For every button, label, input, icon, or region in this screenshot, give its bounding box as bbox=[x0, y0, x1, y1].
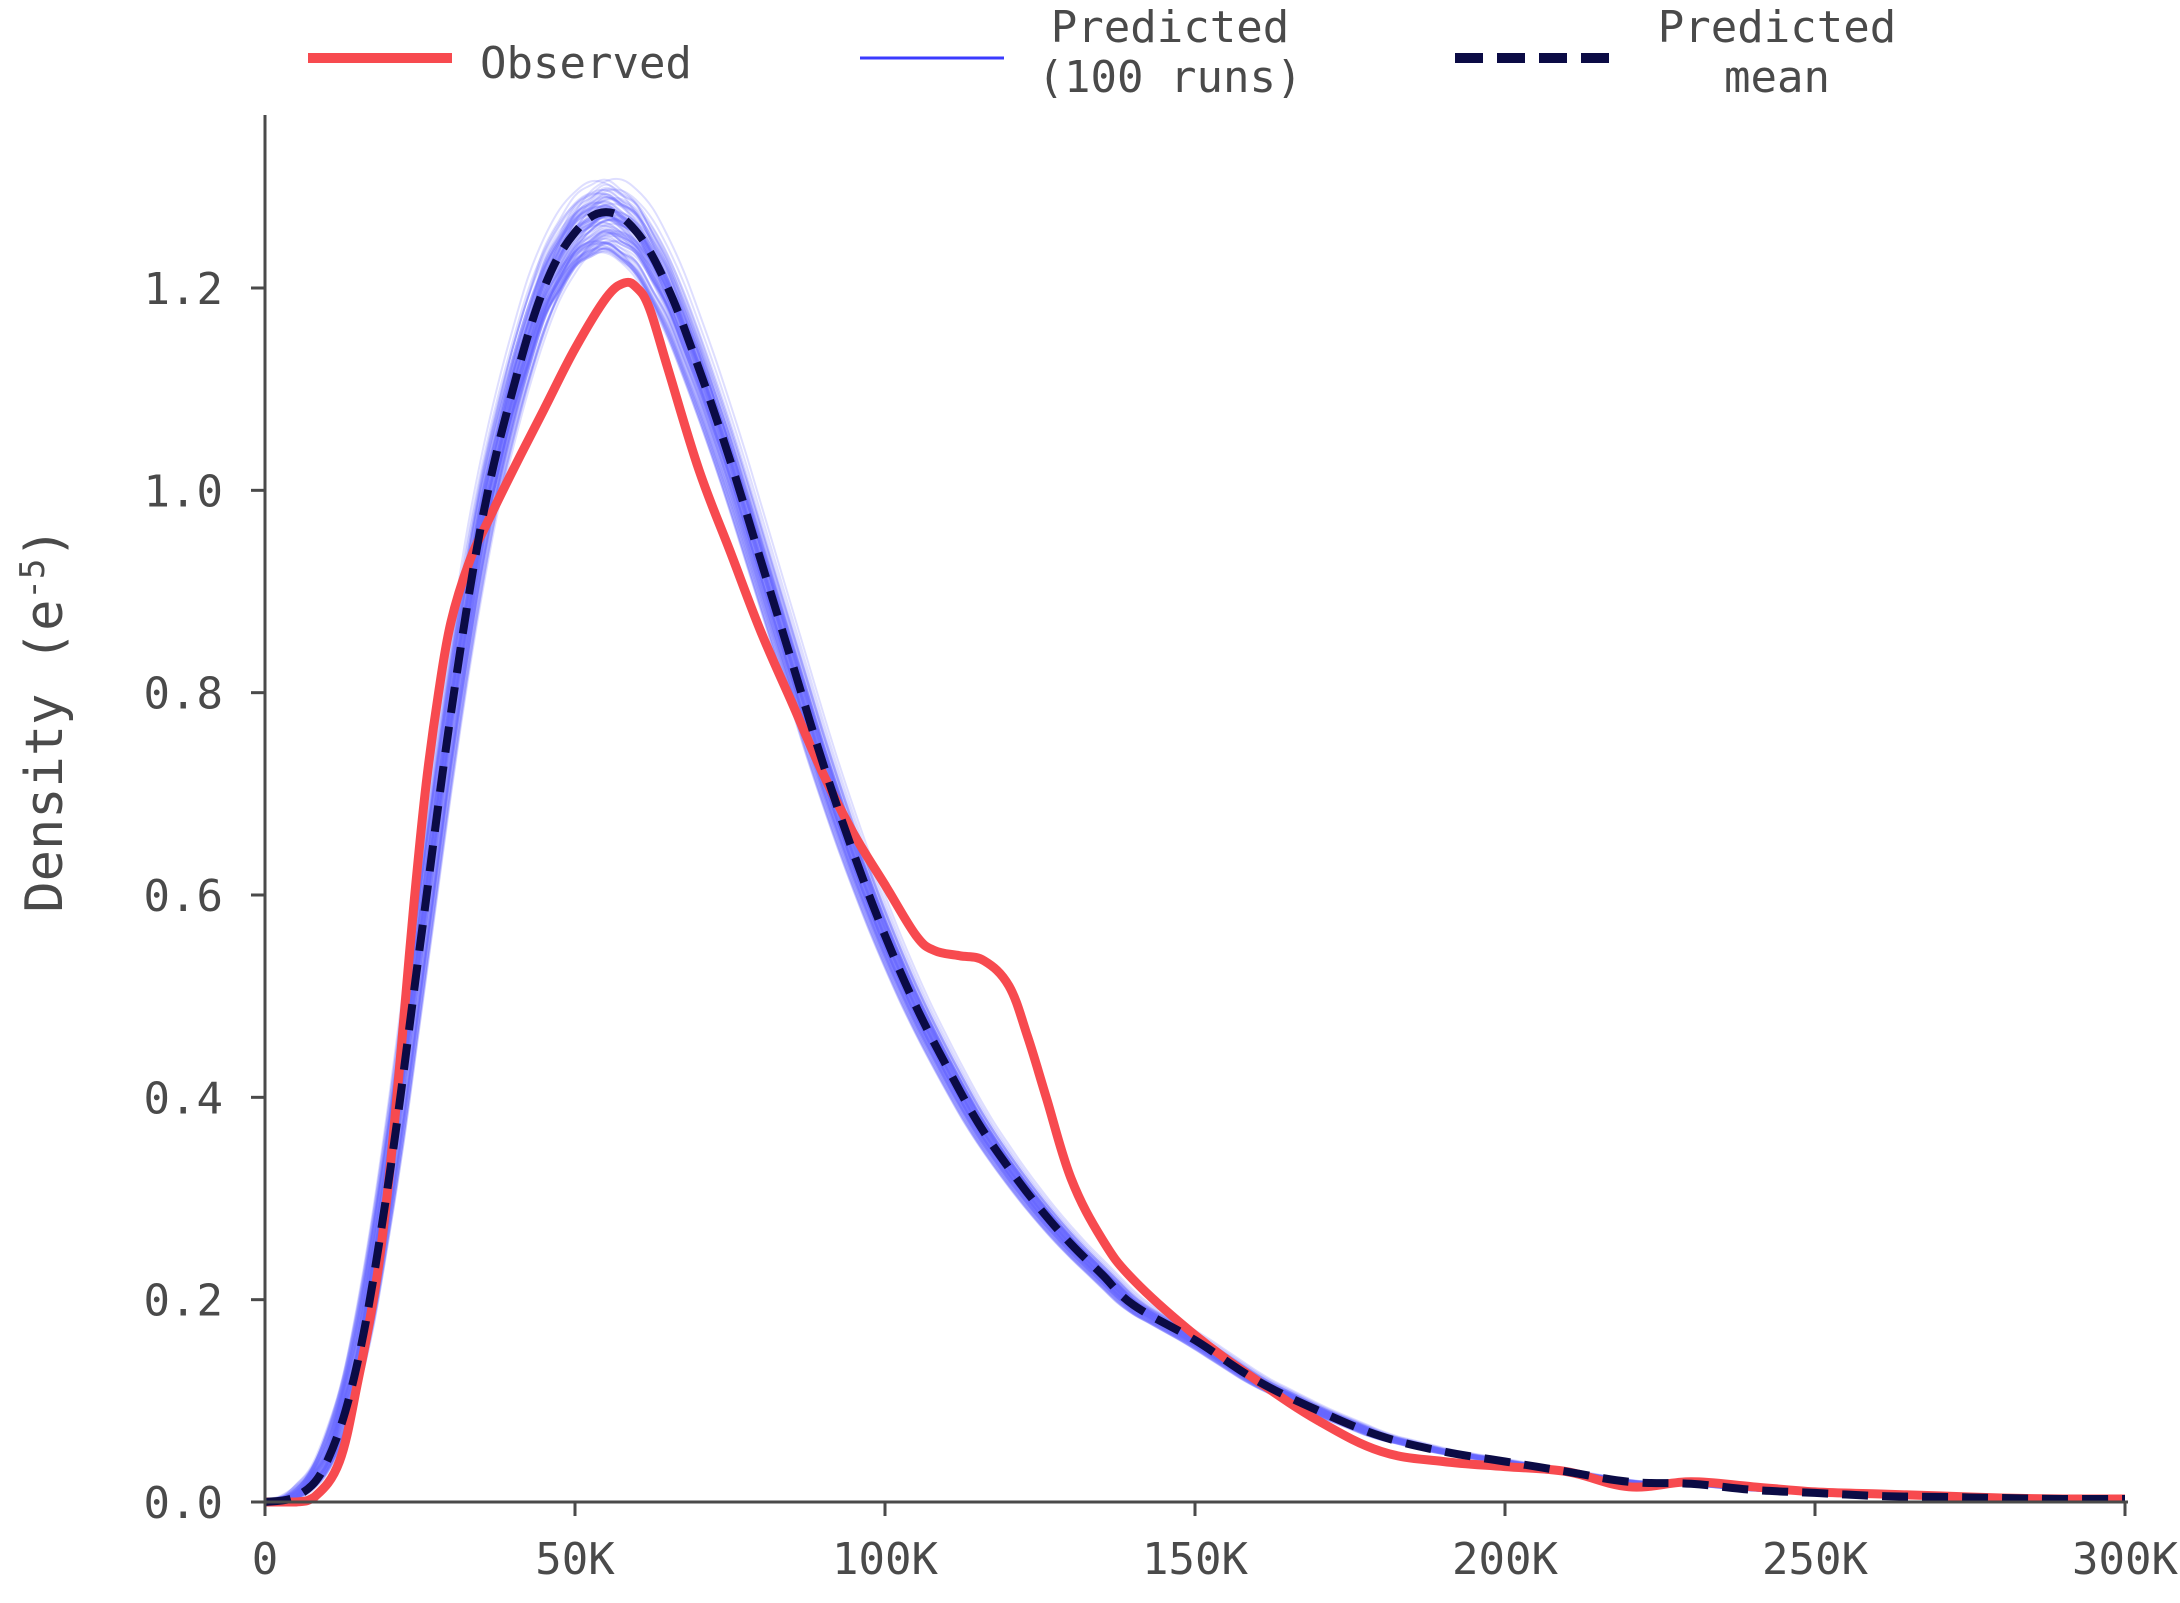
y-tick-label: 0.6 bbox=[144, 871, 223, 922]
predicted-run-line bbox=[264, 232, 2125, 1503]
predicted-run-line bbox=[264, 239, 2125, 1503]
y-tick-label: 1.2 bbox=[144, 264, 223, 315]
predicted-run-line bbox=[264, 187, 2125, 1503]
predicted-run-line bbox=[264, 201, 2125, 1503]
predicted-run-line bbox=[264, 250, 2125, 1503]
predicted-run-line bbox=[264, 188, 2125, 1503]
predicted-run-line bbox=[264, 241, 2125, 1502]
x-tick-label: 50K bbox=[535, 1534, 615, 1585]
y-tick-label: 1.0 bbox=[144, 466, 223, 517]
predicted-run-line bbox=[264, 247, 2125, 1503]
predicted-run-line bbox=[264, 245, 2125, 1502]
x-tick-label: 100K bbox=[832, 1534, 938, 1585]
predicted-run-line bbox=[264, 242, 2125, 1503]
predicted-run-line bbox=[264, 240, 2125, 1503]
legend-label: Predicted bbox=[1658, 2, 1896, 53]
predicted-run-line bbox=[264, 232, 2125, 1503]
predicted-run-line bbox=[264, 188, 2125, 1503]
predicted-run-line bbox=[264, 195, 2125, 1503]
observed-line bbox=[265, 277, 2126, 1507]
predicted-run-line bbox=[264, 229, 2125, 1503]
legend-label: Predicted bbox=[1051, 2, 1289, 53]
y-axis-label-sup: -5 bbox=[13, 559, 53, 600]
predicted-run-line bbox=[264, 249, 2125, 1503]
predicted-run-line bbox=[264, 192, 2125, 1502]
predicted-run-line bbox=[264, 186, 2125, 1503]
predicted-run-line bbox=[264, 201, 2125, 1502]
predicted-run-line bbox=[264, 248, 2125, 1503]
legend-label: Observed bbox=[480, 38, 692, 89]
predicted-run-line bbox=[264, 228, 2125, 1503]
predicted-run-line bbox=[264, 196, 2125, 1503]
predicted-run-line bbox=[264, 234, 2125, 1503]
legend-item: Predicted(100 runs) bbox=[860, 2, 1302, 103]
legend-label: mean bbox=[1724, 52, 1830, 103]
x-tick-label: 300K bbox=[2072, 1534, 2178, 1585]
x-tick-label: 0 bbox=[252, 1534, 279, 1585]
predicted-run-line bbox=[264, 195, 2125, 1503]
predicted-run-line bbox=[264, 241, 2125, 1502]
predicted-run-line bbox=[264, 247, 2125, 1503]
x-tick-label: 200K bbox=[1452, 1534, 1558, 1585]
predicted-run-line bbox=[264, 183, 2125, 1502]
predicted-run-line bbox=[264, 251, 2125, 1502]
predicted-run-line bbox=[264, 240, 2125, 1501]
y-axis-label-close: ) bbox=[15, 527, 75, 558]
x-tick-label: 250K bbox=[1762, 1534, 1868, 1585]
predicted-run-line bbox=[264, 230, 2125, 1503]
legend-label: (100 runs) bbox=[1038, 52, 1303, 103]
x-tick-label: 150K bbox=[1142, 1534, 1248, 1585]
predicted-run-line bbox=[264, 242, 2125, 1501]
predicted-run-line bbox=[264, 178, 2125, 1501]
y-tick-label: 0.2 bbox=[144, 1276, 223, 1327]
predicted-run-line bbox=[264, 230, 2125, 1503]
predicted-run-line bbox=[264, 231, 2125, 1502]
series-layer bbox=[264, 208, 2126, 1507]
predicted-run-line bbox=[264, 247, 2125, 1503]
axes-layer bbox=[263, 115, 2128, 1504]
predicted-run-line bbox=[264, 231, 2125, 1503]
predicted-mean-line bbox=[264, 208, 2126, 1506]
legend-item: Observed bbox=[308, 38, 692, 89]
y-axis-label-main: Density (e bbox=[15, 600, 75, 913]
predicted-run-line bbox=[264, 237, 2125, 1503]
predicted-run-line bbox=[264, 200, 2125, 1502]
predicted-run-line bbox=[265, 230, 2125, 1503]
y-tick-label: 0.4 bbox=[144, 1073, 223, 1124]
predicted-run-line bbox=[264, 195, 2125, 1503]
predicted-run-line bbox=[264, 188, 2125, 1503]
predicted-run-line bbox=[264, 228, 2125, 1503]
predicted-run-line bbox=[264, 198, 2125, 1503]
predicted-run-line bbox=[265, 177, 2125, 1503]
predicted-run-line bbox=[264, 196, 2125, 1503]
y-ticks: 0.0 0.2 0.4 0.6 0.8 1.0 1.2 bbox=[144, 264, 265, 1529]
predicted-run-line bbox=[264, 246, 2125, 1503]
predicted-run-line bbox=[264, 234, 2125, 1503]
x-ticks: 0 50K 100K 150K 200K 250K 300K bbox=[252, 1502, 2178, 1585]
predicted-run-line bbox=[264, 192, 2125, 1503]
predicted-run-line bbox=[264, 200, 2125, 1502]
predicted-run-line bbox=[264, 241, 2125, 1503]
predicted-run-line bbox=[264, 193, 2125, 1503]
predicted-runs-layer bbox=[264, 177, 2125, 1504]
predicted-run-line bbox=[264, 230, 2125, 1503]
predicted-run-line bbox=[264, 179, 2125, 1503]
predicted-run-line bbox=[265, 202, 2125, 1503]
predicted-run-line bbox=[264, 192, 2125, 1502]
predicted-run-line bbox=[264, 227, 2125, 1501]
predicted-run-line bbox=[264, 247, 2125, 1502]
y-tick-label: 0.0 bbox=[144, 1478, 223, 1529]
predicted-run-line bbox=[265, 240, 2125, 1503]
predicted-run-line bbox=[264, 241, 2125, 1503]
y-axis-label: Density (e-5) bbox=[13, 527, 75, 912]
y-tick-label: 0.8 bbox=[144, 669, 223, 720]
predicted-run-line bbox=[264, 242, 2125, 1504]
predicted-run-line bbox=[264, 237, 2125, 1503]
